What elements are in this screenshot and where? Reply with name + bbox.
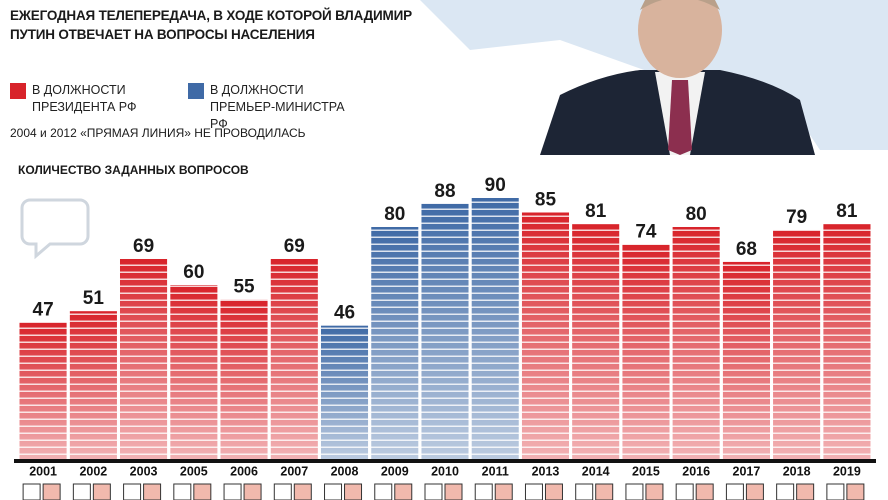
calendar-icon bbox=[173, 483, 212, 500]
photo bbox=[540, 0, 815, 155]
calendar-icon bbox=[524, 483, 563, 500]
bar bbox=[672, 227, 720, 459]
value-label: 69 bbox=[284, 236, 305, 257]
calendar-icon bbox=[725, 483, 764, 500]
calendar-icon bbox=[324, 483, 363, 500]
map-background bbox=[420, 0, 888, 150]
bar bbox=[572, 224, 620, 459]
bar bbox=[270, 258, 318, 459]
bar bbox=[773, 229, 821, 459]
legend-swatch bbox=[10, 83, 26, 99]
bar bbox=[371, 227, 419, 459]
title: ЕЖЕГОДНАЯ ТЕЛЕПЕРЕДАЧА, В ХОДЕ КОТОРОЙ В… bbox=[10, 8, 412, 42]
x-tick-label: 2019 bbox=[833, 464, 861, 478]
calendar-icon bbox=[72, 483, 111, 500]
calendar-icon bbox=[625, 483, 664, 500]
chat-icon bbox=[20, 198, 90, 260]
bar bbox=[823, 224, 871, 459]
x-tick-label: 2010 bbox=[431, 464, 459, 478]
legend-item: В ДОЛЖНОСТИ ПРЕЗИДЕНТА РФ bbox=[10, 82, 172, 116]
x-tick-label: 2006 bbox=[230, 464, 258, 478]
bar bbox=[320, 325, 369, 459]
calendar-icon bbox=[123, 483, 162, 500]
x-tick-label: 2017 bbox=[733, 464, 761, 478]
x-tick-label: 2018 bbox=[783, 464, 811, 478]
value-label: 74 bbox=[635, 221, 657, 242]
value-label: 81 bbox=[585, 201, 607, 222]
value-label: 85 bbox=[535, 190, 557, 211]
value-label: 80 bbox=[384, 204, 405, 225]
calendar-icon bbox=[374, 483, 413, 500]
calendar-icon bbox=[424, 483, 463, 500]
value-label: 55 bbox=[233, 277, 255, 298]
bar bbox=[421, 203, 469, 459]
bar bbox=[622, 244, 670, 459]
x-tick-label: 2009 bbox=[381, 464, 409, 478]
calendar-icon bbox=[675, 483, 714, 500]
bar bbox=[521, 212, 570, 459]
x-tick-label: 2015 bbox=[632, 464, 660, 478]
value-label: 81 bbox=[836, 201, 858, 222]
legend-label: В ДОЛЖНОСТИ ПРЕЗИДЕНТА РФ bbox=[32, 83, 137, 114]
bar bbox=[722, 261, 771, 459]
legend-label: В ДОЛЖНОСТИ ПРЕМЬЕР-МИНИСТРА РФ bbox=[210, 83, 345, 131]
calendar-icon bbox=[223, 483, 262, 500]
value-label: 88 bbox=[434, 181, 455, 202]
x-tick-label: 2008 bbox=[331, 464, 359, 478]
x-tick-label: 2011 bbox=[482, 464, 509, 478]
value-label: 60 bbox=[183, 262, 204, 283]
x-tick-label: 2001 bbox=[29, 464, 57, 478]
bar bbox=[220, 299, 268, 459]
chart-subtitle: КОЛИЧЕСТВО ЗАДАННЫХ ВОПРОСОВ bbox=[18, 163, 249, 177]
calendar-icon bbox=[474, 483, 513, 500]
value-label: 46 bbox=[334, 303, 355, 324]
value-label: 80 bbox=[686, 204, 707, 225]
value-label: 79 bbox=[786, 207, 807, 228]
x-tick-label: 2013 bbox=[532, 464, 560, 478]
bar bbox=[19, 322, 67, 459]
calendar-icon bbox=[575, 483, 614, 500]
bar bbox=[170, 285, 218, 459]
value-label: 69 bbox=[133, 236, 154, 257]
x-tick-label: 2016 bbox=[682, 464, 710, 478]
legend-item: В ДОЛЖНОСТИ ПРЕМЬЕР-МИНИСТРА РФ bbox=[188, 82, 350, 133]
bar bbox=[471, 198, 519, 459]
x-tick-label: 2007 bbox=[280, 464, 308, 478]
x-tick-label: 2003 bbox=[130, 464, 158, 478]
calendar-icon bbox=[273, 483, 312, 500]
bar bbox=[69, 311, 117, 459]
calendar-icon bbox=[826, 483, 865, 500]
calendar-icon bbox=[776, 483, 815, 500]
value-label: 51 bbox=[83, 288, 105, 309]
calendar-icon bbox=[22, 483, 61, 500]
bar bbox=[119, 258, 168, 459]
value-label: 68 bbox=[736, 239, 757, 260]
value-label: 90 bbox=[485, 175, 506, 196]
x-tick-label: 2005 bbox=[180, 464, 208, 478]
legend-swatch bbox=[188, 83, 204, 99]
x-tick-label: 2002 bbox=[79, 464, 107, 478]
x-tick-label: 2014 bbox=[582, 464, 610, 478]
value-label: 47 bbox=[33, 300, 54, 321]
note: 2004 и 2012 «ПРЯМАЯ ЛИНИЯ» НЕ ПРОВОДИЛАС… bbox=[10, 126, 306, 140]
